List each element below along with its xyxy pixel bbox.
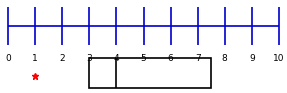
Text: 0: 0 [5,54,11,63]
Text: 10: 10 [273,54,285,63]
Bar [89,58,211,88]
Text: 9: 9 [249,54,255,63]
Text: 5: 5 [141,54,146,63]
Text: 1: 1 [32,54,38,63]
Text: 6: 6 [168,54,173,63]
Text: 3: 3 [86,54,92,63]
Text: 4: 4 [114,54,119,63]
Text: 2: 2 [59,54,65,63]
Text: 8: 8 [222,54,228,63]
Text: 7: 7 [195,54,201,63]
